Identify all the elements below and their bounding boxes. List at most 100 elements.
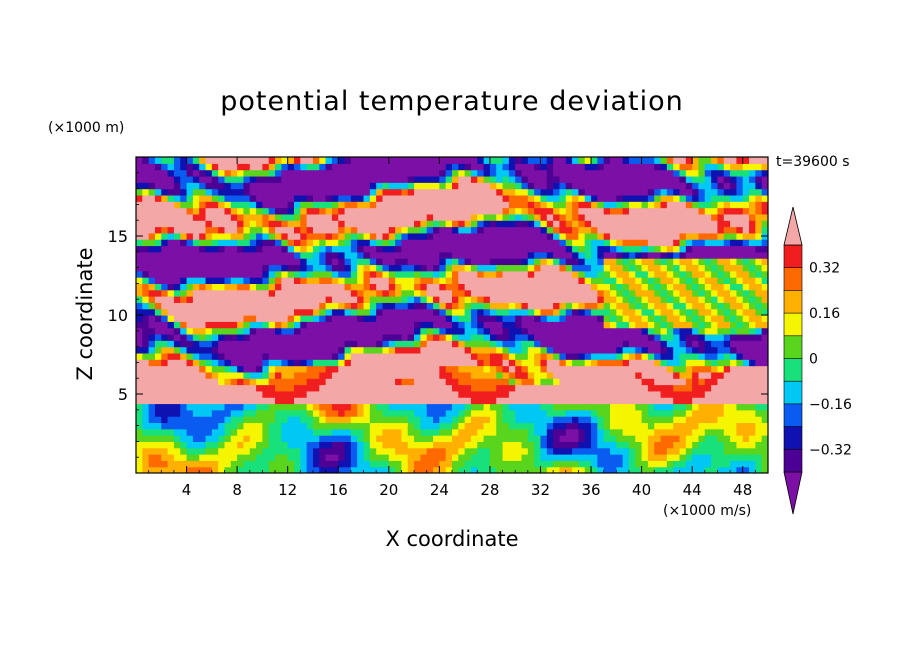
field-cell [363, 175, 371, 183]
field-cell [224, 220, 232, 228]
field-cell [161, 245, 169, 253]
field-cell [761, 466, 768, 473]
field-cell [167, 441, 175, 449]
field-cell [142, 283, 150, 291]
field-cell [591, 454, 598, 461]
field-cell [331, 454, 339, 461]
field-cell [294, 321, 301, 329]
field-cell [647, 365, 655, 373]
field-cell [369, 302, 377, 310]
field-cell [173, 258, 181, 266]
field-cell [192, 454, 200, 461]
field-cell [723, 194, 731, 202]
field-cell [154, 460, 162, 468]
field-cell [344, 258, 352, 266]
field-cell [275, 163, 282, 171]
field-cell [591, 245, 598, 253]
field-cell [736, 365, 744, 373]
field-cell [275, 359, 282, 367]
field-cell [407, 454, 415, 461]
field-cell [224, 302, 232, 310]
field-cell [603, 441, 611, 449]
field-cell [647, 188, 655, 196]
field-cell [186, 409, 194, 417]
field-cell [224, 201, 232, 209]
field-cell [546, 232, 554, 240]
field-cell [268, 340, 276, 348]
field-cell [452, 371, 459, 379]
field-cell [433, 422, 440, 430]
field-cell [496, 359, 504, 367]
field-cell [534, 175, 542, 183]
field-cell [256, 384, 263, 392]
field-cell [407, 447, 415, 455]
field-cell [654, 384, 662, 392]
field-cell [376, 182, 384, 190]
field-cell [723, 213, 731, 221]
field-cell [281, 352, 289, 360]
field-cell [401, 163, 409, 171]
field-cell [395, 296, 403, 303]
field-cell [578, 371, 586, 379]
field-cell [711, 346, 719, 354]
field-cell [717, 416, 725, 424]
field-cell [388, 454, 396, 461]
field-cell [559, 422, 567, 430]
field-cell [603, 340, 611, 348]
field-cell [515, 220, 523, 228]
field-cell [458, 277, 466, 284]
field-cell [344, 207, 352, 215]
field-cell [521, 308, 529, 316]
field-cell [433, 447, 440, 455]
field-cell [287, 182, 295, 190]
field-cell [230, 460, 238, 468]
field-cell [325, 435, 333, 442]
field-cell [205, 409, 213, 417]
field-cell [458, 384, 466, 392]
field-cell [692, 175, 700, 183]
field-cell [199, 308, 207, 316]
field-cell [458, 352, 466, 360]
field-cell [268, 213, 276, 221]
field-cell [287, 384, 295, 392]
field-cell [300, 207, 308, 215]
field-cell [218, 194, 226, 202]
field-cell [572, 296, 579, 303]
field-cell [508, 416, 516, 424]
field-cell [679, 251, 687, 259]
field-cell [508, 226, 516, 234]
field-cell [489, 384, 497, 392]
field-cell [673, 460, 681, 468]
field-cell [401, 277, 409, 284]
field-cell [515, 283, 523, 291]
field-cell [464, 188, 472, 196]
field-cell [161, 226, 169, 234]
field-cell [483, 258, 491, 266]
field-cell [553, 416, 561, 424]
field-cell [572, 157, 579, 164]
field-cell [173, 359, 181, 367]
field-cell [464, 378, 472, 386]
field-cell [692, 277, 700, 284]
field-cell [698, 441, 706, 449]
field-cell [540, 201, 548, 209]
field-cell [319, 441, 327, 449]
field-cell [224, 270, 232, 278]
field-cell [363, 277, 371, 284]
field-cell [331, 352, 339, 360]
field-cell [306, 188, 314, 196]
field-cell [262, 270, 270, 278]
field-cell [546, 194, 554, 202]
field-cell [369, 289, 377, 297]
field-cell [395, 270, 403, 278]
field-cell [180, 397, 188, 405]
field-cell [565, 302, 573, 310]
field-cell [464, 264, 472, 272]
field-cell [641, 352, 649, 360]
field-cell [211, 435, 219, 442]
field-cell [350, 390, 358, 398]
field-cell [161, 302, 169, 310]
field-cell [458, 365, 466, 373]
field-cell [736, 460, 744, 468]
field-cell [395, 264, 403, 272]
